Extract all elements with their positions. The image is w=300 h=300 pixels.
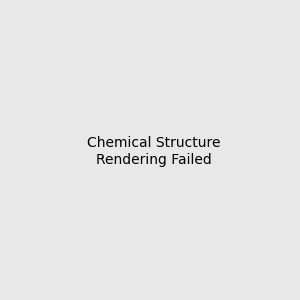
- Text: Chemical Structure
Rendering Failed: Chemical Structure Rendering Failed: [87, 136, 220, 166]
